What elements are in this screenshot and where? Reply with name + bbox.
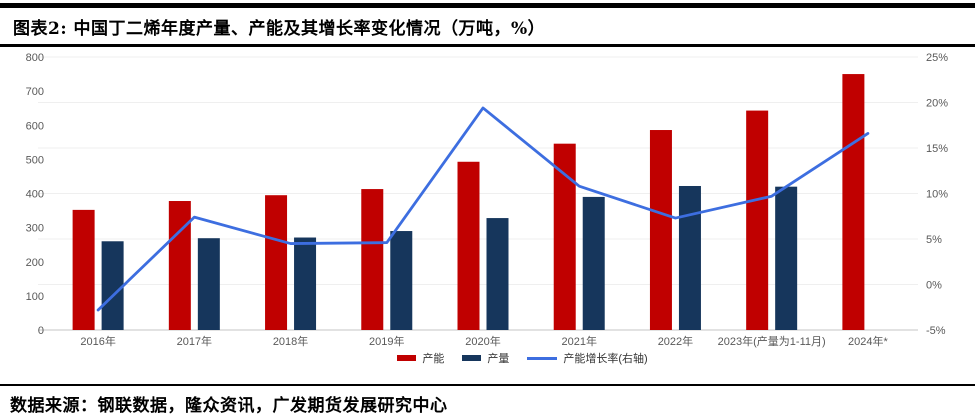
bar-production-5	[582, 196, 605, 330]
x-axis-label-8: 2024年*	[848, 334, 888, 348]
bar-capacity-1	[168, 201, 191, 330]
legend-item-capacity: 产能	[397, 350, 444, 366]
bar-capacity-8	[842, 74, 865, 330]
bar-capacity-4	[457, 161, 480, 330]
chart-header: 图表2: 中国丁二烯年度产量、产能及其增长率变化情况（万吨，%）	[0, 3, 975, 47]
right-axis-tick-label: 15%	[926, 143, 948, 155]
bar-production-4	[486, 218, 509, 330]
x-axis-label-1: 2017年	[177, 334, 212, 348]
bar-production-2	[294, 237, 317, 330]
x-axis-label-5: 2021年	[561, 334, 596, 348]
legend-label-capacity: 产能	[422, 353, 445, 365]
right-axis-tick-label: 20%	[926, 98, 948, 110]
x-axis-label-2: 2018年	[273, 334, 308, 348]
x-axis-label-7: 2023年(产量为1-11月)	[718, 334, 826, 348]
bar-production-1	[197, 238, 220, 330]
bar-capacity-3	[361, 189, 384, 330]
capacity-swatch	[397, 355, 417, 361]
growth-line-swatch	[527, 356, 558, 360]
growth-rate-line	[96, 106, 870, 312]
legend-item-production: 产量	[462, 350, 509, 366]
bar-capacity-5	[553, 143, 576, 330]
right-axis-tick-label: 5%	[926, 234, 942, 246]
left-axis-tick-label: 300	[26, 223, 44, 235]
data-source-text: 数据来源：钢联数据，隆众资讯，广发期货发展研究中心	[10, 396, 448, 416]
bar-production-6	[678, 185, 701, 330]
chart-legend: 产能 产量 产能增长率(右轴)	[35, 350, 975, 366]
production-swatch	[462, 355, 482, 361]
left-axis-tick-label: 200	[26, 257, 44, 269]
left-axis-tick-label: 0	[38, 325, 44, 337]
bar-production-0	[101, 241, 124, 330]
right-axis-tick-label: -5%	[926, 325, 946, 337]
left-axis-tick-label: 500	[26, 154, 44, 166]
legend-item-growth: 产能增长率(右轴)	[527, 350, 648, 366]
chart-title: 图表2: 中国丁二烯年度产量、产能及其增长率变化情况（万吨，%）	[13, 19, 546, 39]
x-axis-label-0: 2016年	[80, 334, 115, 348]
bar-capacity-0	[72, 209, 95, 330]
bar-capacity-7	[746, 110, 769, 330]
chart-plot-area: -5% 0% 5% 10% 15% 20% 25% 0 100 200 300 400 500 600 70…	[26, 52, 949, 348]
x-axis-label-6: 2022年	[658, 334, 693, 348]
bar-capacity-6	[649, 130, 672, 330]
legend-label-production: 产量	[487, 353, 510, 365]
right-axis-tick-label: 0%	[926, 280, 942, 292]
source-footer: 数据来源：钢联数据，隆众资讯，广发期货发展研究中心	[0, 384, 975, 416]
bar-production-3	[390, 231, 413, 330]
left-axis-tick-label: 400	[26, 189, 44, 201]
left-axis-tick-label: 800	[26, 52, 44, 64]
left-axis-tick-label: 600	[26, 120, 44, 132]
bar-production-7	[775, 186, 798, 330]
left-axis-tick-label: 100	[26, 291, 44, 303]
x-axis-label-3: 2019年	[369, 334, 404, 348]
bar-capacity-2	[265, 195, 288, 330]
legend-label-growth: 产能增长率(右轴)	[563, 353, 648, 365]
x-axis-label-4: 2020年	[465, 334, 500, 348]
left-axis-tick-label: 700	[26, 86, 44, 98]
right-axis-tick-label: 25%	[926, 52, 948, 64]
right-axis-tick-label: 10%	[926, 189, 948, 201]
